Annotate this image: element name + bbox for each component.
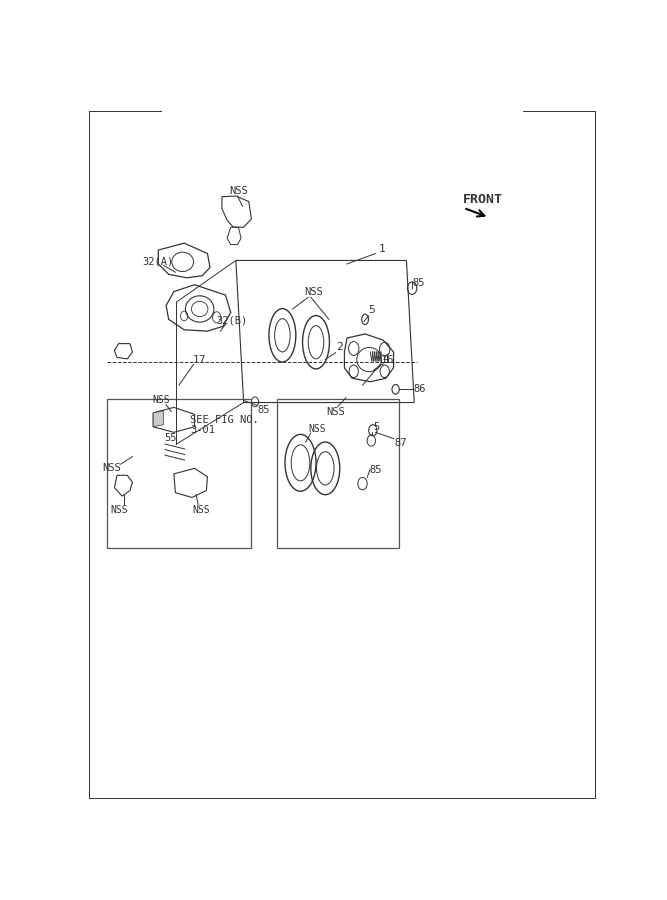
Text: FRONT: FRONT xyxy=(464,193,504,206)
Text: 32(A): 32(A) xyxy=(143,256,174,266)
Text: NSS: NSS xyxy=(152,395,169,405)
Text: 86: 86 xyxy=(413,384,426,394)
Text: 16: 16 xyxy=(381,355,394,365)
Text: 5: 5 xyxy=(368,305,376,315)
Text: 2: 2 xyxy=(336,342,343,352)
Text: 4: 4 xyxy=(383,354,390,364)
Text: 5: 5 xyxy=(373,422,379,432)
Text: 1: 1 xyxy=(379,244,386,254)
Bar xyxy=(277,399,399,548)
Text: NSS: NSS xyxy=(103,464,121,473)
Text: NSS: NSS xyxy=(304,286,323,297)
Text: SEE FIG NO.: SEE FIG NO. xyxy=(190,415,259,425)
Text: 3-01: 3-01 xyxy=(190,425,215,435)
Text: NSS: NSS xyxy=(309,424,326,434)
Polygon shape xyxy=(153,410,163,427)
Text: 85: 85 xyxy=(257,405,269,415)
Bar xyxy=(107,399,251,548)
Text: 17: 17 xyxy=(193,355,206,365)
Text: 85: 85 xyxy=(412,277,425,288)
Text: NSS: NSS xyxy=(229,186,248,196)
Text: NSS: NSS xyxy=(326,407,345,417)
Text: 32(B): 32(B) xyxy=(217,315,248,325)
Text: NSS: NSS xyxy=(192,505,210,515)
Text: 87: 87 xyxy=(394,438,406,448)
Text: 85: 85 xyxy=(370,465,382,475)
Text: 55: 55 xyxy=(164,433,177,443)
Text: NSS: NSS xyxy=(111,505,128,515)
